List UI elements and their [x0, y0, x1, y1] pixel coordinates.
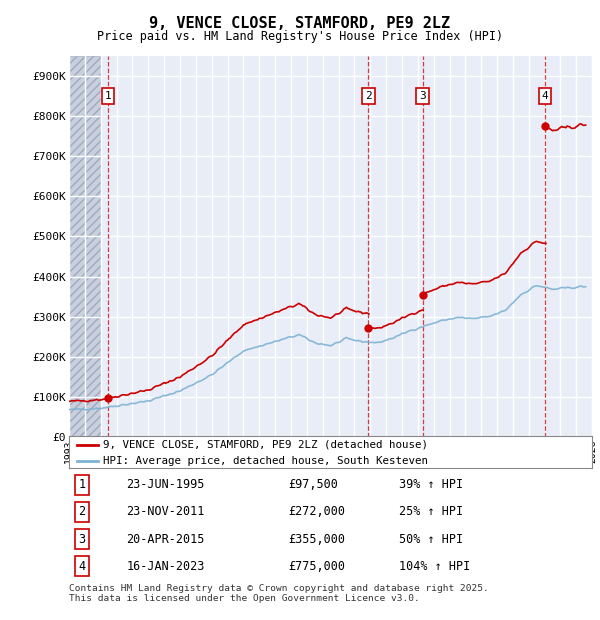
Text: 9, VENCE CLOSE, STAMFORD, PE9 2LZ (detached house): 9, VENCE CLOSE, STAMFORD, PE9 2LZ (detac… — [103, 440, 428, 450]
Text: 39% ↑ HPI: 39% ↑ HPI — [398, 478, 463, 491]
Text: 2: 2 — [79, 505, 86, 518]
Text: £97,500: £97,500 — [289, 478, 338, 491]
Text: HPI: Average price, detached house, South Kesteven: HPI: Average price, detached house, Sout… — [103, 456, 428, 466]
Text: 23-JUN-1995: 23-JUN-1995 — [127, 478, 205, 491]
Text: £355,000: £355,000 — [289, 533, 346, 546]
Text: 3: 3 — [79, 533, 86, 546]
Text: 2: 2 — [365, 91, 372, 101]
Text: Contains HM Land Registry data © Crown copyright and database right 2025.
This d: Contains HM Land Registry data © Crown c… — [69, 584, 489, 603]
Text: £775,000: £775,000 — [289, 560, 346, 573]
Text: £272,000: £272,000 — [289, 505, 346, 518]
Text: 23-NOV-2011: 23-NOV-2011 — [127, 505, 205, 518]
Text: 3: 3 — [419, 91, 426, 101]
Bar — [69, 56, 101, 437]
Text: Price paid vs. HM Land Registry's House Price Index (HPI): Price paid vs. HM Land Registry's House … — [97, 30, 503, 43]
Text: 25% ↑ HPI: 25% ↑ HPI — [398, 505, 463, 518]
Text: 50% ↑ HPI: 50% ↑ HPI — [398, 533, 463, 546]
Text: 9, VENCE CLOSE, STAMFORD, PE9 2LZ: 9, VENCE CLOSE, STAMFORD, PE9 2LZ — [149, 16, 451, 30]
Text: 104% ↑ HPI: 104% ↑ HPI — [398, 560, 470, 573]
Text: 16-JAN-2023: 16-JAN-2023 — [127, 560, 205, 573]
Text: 4: 4 — [542, 91, 548, 101]
Text: 4: 4 — [79, 560, 86, 573]
Text: 20-APR-2015: 20-APR-2015 — [127, 533, 205, 546]
Text: 1: 1 — [105, 91, 112, 101]
Text: 1: 1 — [79, 478, 86, 491]
